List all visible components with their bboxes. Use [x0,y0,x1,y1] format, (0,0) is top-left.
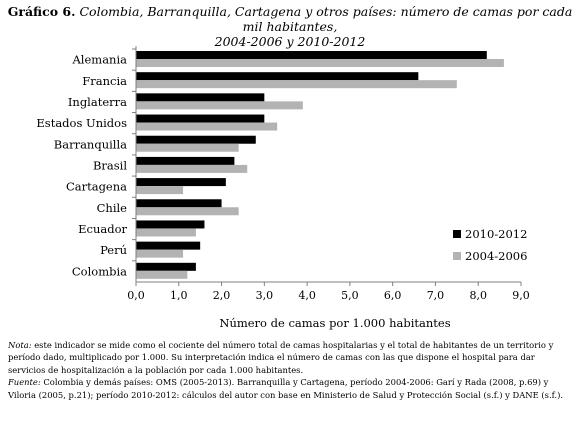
x-tick-label: 4,0 [298,289,316,302]
category-label: Perú [100,243,127,257]
bar-earlier [136,122,278,131]
legend-swatch [453,252,461,260]
legend-swatch [453,230,461,238]
x-tick-label: 8,0 [469,289,487,302]
bar-earlier [136,228,196,237]
bar-earlier [136,249,184,258]
category-label: Brasil [93,159,127,173]
bar-earlier [136,80,457,89]
chart-title-line1: Colombia, Barranquilla, Cartagena y otro… [79,4,573,34]
bar-earlier [136,101,303,110]
bar-recent [136,262,196,271]
category-label: Inglaterra [68,95,127,109]
source-label: Fuente: [8,377,41,388]
bar-earlier [136,186,184,195]
note-text: este indicador se mide como el cociente … [8,340,554,375]
bar-earlier [136,207,239,216]
bar-earlier [136,270,188,279]
bar-chart: Alemania Francia Inglaterra Estados Unidos B… [36,46,530,330]
x-tick-label: 0,0 [127,289,145,302]
bar-recent [136,93,265,102]
category-label: Colombia [72,264,127,278]
x-tick-label: 5,0 [341,289,359,302]
bar-recent [136,178,226,187]
category-label: Cartagena [66,180,127,194]
bar-earlier [136,164,248,173]
x-tick-label: 9,0 [512,289,530,302]
source-paragraph: Fuente: Colombia y demás países: OMS (20… [8,376,574,401]
x-tick-label: 7,0 [427,289,445,302]
bar-earlier [136,143,239,152]
category-label: Estados Unidos [36,116,127,130]
bar-recent [136,199,222,208]
x-axis-title: Número de camas por 1.000 habitantes [219,316,450,330]
category-label: Alemania [72,53,128,67]
x-tick-label: 1,0 [170,289,188,302]
x-tick-label: 3,0 [256,289,274,302]
note-paragraph: Nota: este indicador se mide como el coc… [8,339,574,376]
category-label: Ecuador [78,222,127,236]
bar-recent [136,220,205,229]
x-tick-label: 2,0 [213,289,231,302]
category-label: Barranquilla [54,137,127,151]
note-label: Nota: [8,340,32,350]
source-text: Colombia y demás países: OMS (2005-2013)… [8,377,564,400]
bar-earlier [136,59,504,67]
bar-recent [136,51,487,59]
x-tick-label: 6,0 [384,289,402,302]
legend-label: 2004-2006 [465,249,527,263]
bar-recent [136,114,265,123]
chart-title-line2: 2004-2006 y 2010-2012 [214,34,366,49]
chart-title: Gráfico 6. Colombia, Barranquilla, Carta… [0,4,580,49]
bar-recent [136,135,256,144]
bar-recent [136,241,201,250]
bar-recent [136,72,419,81]
chart-label: Gráfico 6. [7,4,76,19]
chart-notes: Nota: este indicador se mide como el coc… [8,339,574,401]
legend-label: 2010-2012 [465,227,527,241]
bar-recent [136,156,235,165]
category-label: Chile [97,201,128,215]
category-label: Francia [82,74,127,88]
